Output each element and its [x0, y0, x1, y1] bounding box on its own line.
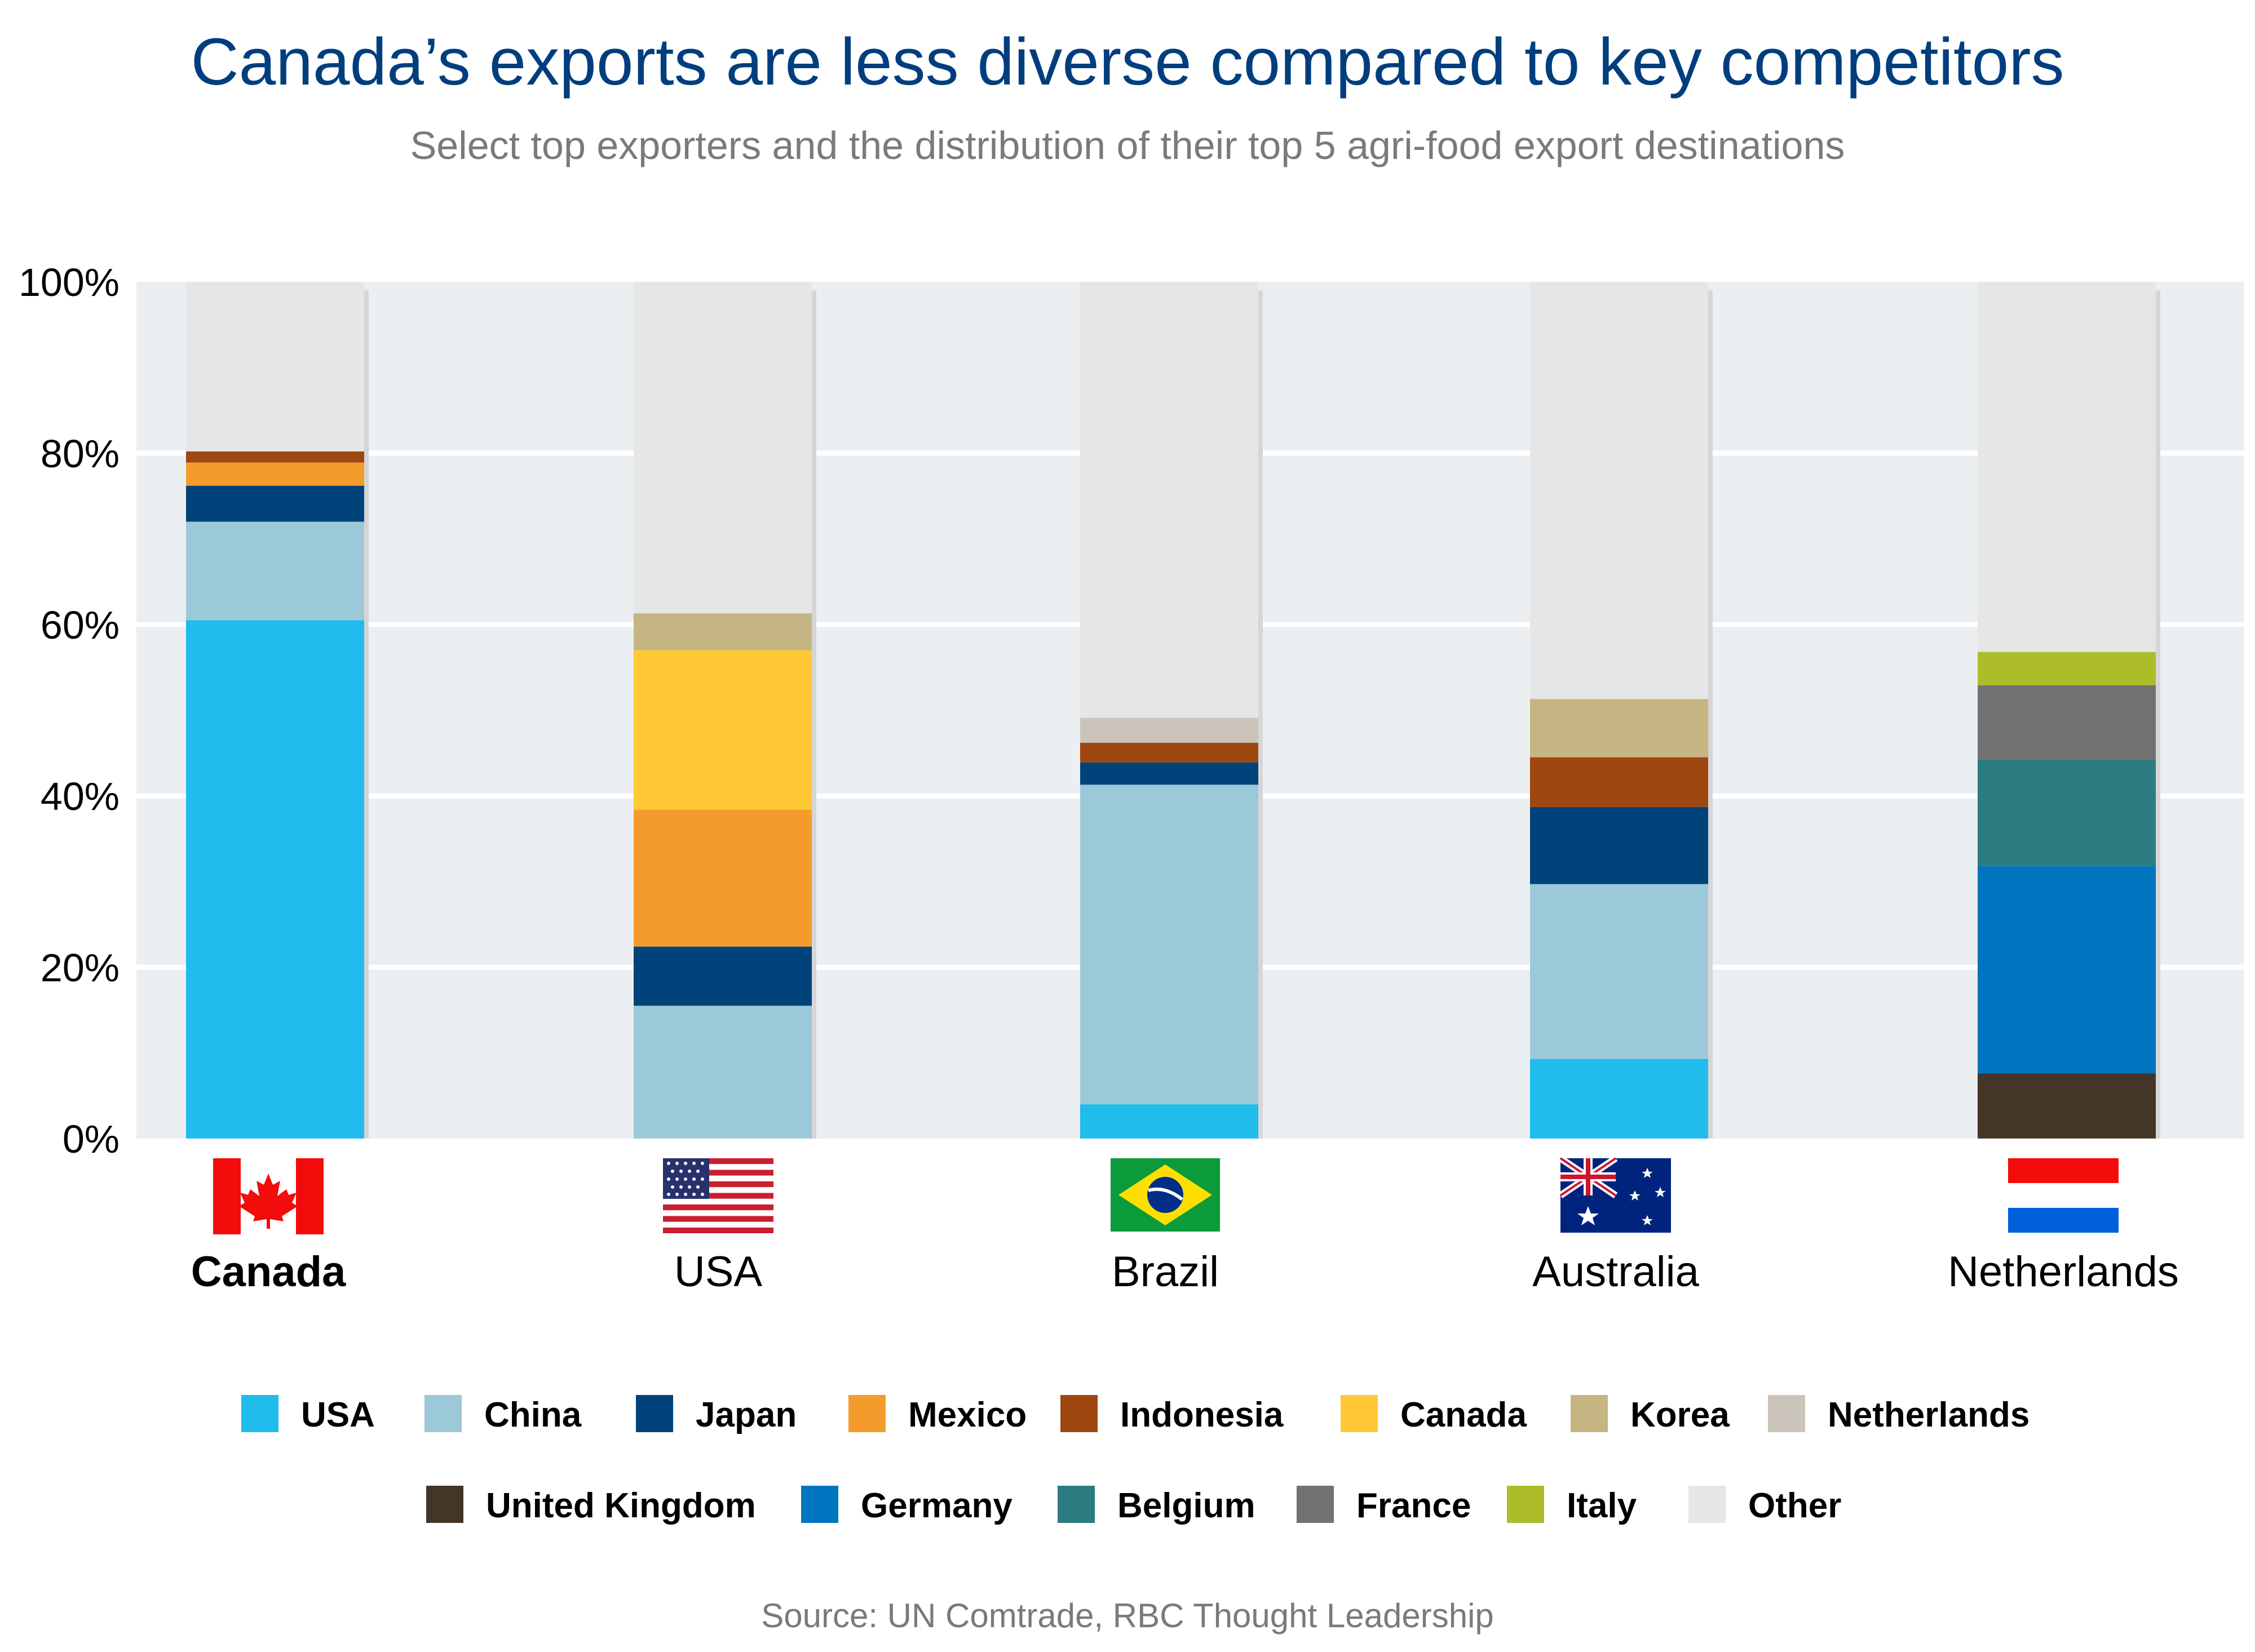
bar-segment-netherlands-other	[1978, 282, 2156, 652]
legend-label-china: China	[484, 1396, 582, 1434]
bar-segment-netherlands-italy	[1978, 652, 2156, 685]
usa-flag-icon	[663, 1158, 773, 1233]
legend-label-united-kingdom: United Kingdom	[486, 1486, 756, 1525]
legend-swatch-belgium	[1058, 1486, 1095, 1523]
y-tick-label: 0%	[63, 1117, 120, 1161]
bar-segment-usa-mexico	[634, 809, 812, 947]
bar-segment-brazil-indonesia	[1080, 742, 1258, 763]
y-tick-label: 60%	[41, 603, 120, 647]
bar-segment-australia-korea	[1530, 699, 1708, 758]
brazil-flag-icon	[1111, 1158, 1220, 1232]
bar-segment-australia-indonesia	[1530, 757, 1708, 807]
legend-label-italy: Italy	[1567, 1486, 1637, 1525]
legend-label-mexico: Mexico	[908, 1396, 1027, 1434]
bar-segment-usa-canada	[634, 650, 812, 810]
y-tick-label: 100%	[19, 260, 120, 304]
canada-flag-icon	[213, 1158, 324, 1234]
legend-label-canada: Canada	[1400, 1396, 1527, 1434]
bar-segment-canada-usa	[186, 620, 364, 1139]
chart-subtitle: Select top exporters and the distributio…	[410, 123, 1845, 167]
bar-shadow	[364, 290, 369, 1139]
legend-swatch-china	[425, 1395, 462, 1432]
legend-label-japan: Japan	[696, 1396, 797, 1434]
bar-segment-canada-mexico	[186, 462, 364, 486]
category-label-australia: Australia	[1532, 1248, 1699, 1296]
source-note: Source: UN Comtrade, RBC Thought Leaders…	[761, 1597, 1494, 1635]
legend-label-indonesia: Indonesia	[1120, 1396, 1284, 1434]
bar-segment-australia-usa	[1530, 1058, 1708, 1139]
legend-label-usa: USA	[301, 1396, 375, 1434]
bar-shadow	[812, 290, 816, 1139]
bar-segment-netherlands-germany	[1978, 866, 2156, 1074]
bar-segment-canada-indonesia	[186, 451, 364, 463]
legend-swatch-italy	[1507, 1486, 1544, 1523]
bar-segment-netherlands-france	[1978, 685, 2156, 760]
legend-label-netherlands: Netherlands	[1828, 1396, 2030, 1434]
bar-segment-netherlands-belgium	[1978, 760, 2156, 866]
y-tick-label: 40%	[41, 774, 120, 818]
bar-segment-usa-china	[634, 1006, 812, 1139]
bar-segment-brazil-usa	[1080, 1104, 1258, 1139]
legend-swatch-germany	[801, 1486, 838, 1523]
bars	[186, 282, 2160, 1139]
legend-swatch-other	[1688, 1486, 1726, 1523]
legend-swatch-canada	[1341, 1395, 1378, 1432]
bar-segment-brazil-china	[1080, 785, 1258, 1105]
bar-segment-brazil-japan	[1080, 762, 1258, 785]
y-tick-label: 80%	[41, 432, 120, 476]
category-label-netherlands: Netherlands	[1948, 1248, 2179, 1296]
y-axis: 0% 20% 40% 60% 80% 100%	[19, 260, 120, 1161]
bar-segment-australia-other	[1530, 282, 1708, 699]
bar-segment-canada-other	[186, 282, 364, 451]
bar-segment-usa-other	[634, 282, 812, 614]
bar-segment-netherlands-united-kingdom	[1978, 1073, 2156, 1139]
bar-segment-usa-japan	[634, 946, 812, 1006]
legend-swatch-korea	[1571, 1395, 1608, 1432]
legend-label-korea: Korea	[1630, 1396, 1730, 1434]
legend: USA China Japan Mexico Indonesia Canada …	[241, 1395, 2030, 1525]
bar-segment-australia-japan	[1530, 807, 1708, 884]
legend-swatch-netherlands	[1768, 1395, 1805, 1432]
legend-label-france: France	[1356, 1486, 1471, 1525]
bar-segment-australia-china	[1530, 884, 1708, 1059]
category-label-canada: Canada	[191, 1248, 346, 1296]
australia-flag-icon	[1558, 1155, 1671, 1233]
category-label-usa: USA	[674, 1248, 763, 1296]
chart-title: Canada’s exports are less diverse compar…	[191, 25, 2064, 99]
category-label-brazil: Brazil	[1112, 1248, 1219, 1296]
netherlands-flag-icon	[2008, 1158, 2119, 1233]
legend-label-germany: Germany	[861, 1486, 1012, 1525]
bar-shadow	[2156, 290, 2160, 1139]
legend-swatch-usa	[241, 1395, 278, 1432]
bar-segment-canada-china	[186, 521, 364, 621]
legend-label-belgium: Belgium	[1117, 1486, 1255, 1525]
bar-segment-usa-korea	[634, 613, 812, 650]
bar-segment-brazil-other	[1080, 282, 1258, 718]
legend-swatch-indonesia	[1060, 1395, 1098, 1432]
bar-shadow	[1258, 290, 1263, 1139]
legend-swatch-united-kingdom	[426, 1486, 463, 1523]
legend-label-other: Other	[1748, 1486, 1841, 1525]
bar-segment-canada-japan	[186, 485, 364, 522]
legend-swatch-france	[1297, 1486, 1334, 1523]
legend-swatch-mexico	[848, 1395, 886, 1432]
legend-swatch-japan	[636, 1395, 673, 1432]
bar-shadow	[1708, 290, 1713, 1139]
bar-segment-brazil-netherlands	[1080, 718, 1258, 743]
y-tick-label: 20%	[41, 946, 120, 990]
